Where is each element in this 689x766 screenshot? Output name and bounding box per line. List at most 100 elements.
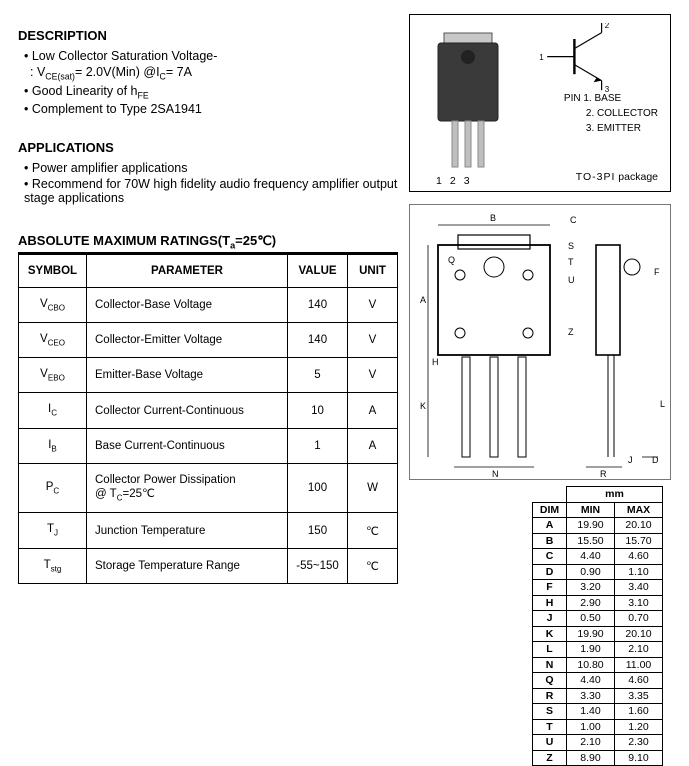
- ratings-unit: V: [348, 322, 398, 357]
- dim-max: 3.10: [615, 595, 663, 611]
- dim-letter: D: [533, 564, 567, 580]
- ratings-unit: V: [348, 358, 398, 393]
- dim-letter: S: [533, 704, 567, 720]
- ratings-unit: A: [348, 428, 398, 463]
- dim-max: 1.10: [615, 564, 663, 580]
- applications-heading: APPLICATIONS: [18, 140, 398, 155]
- dim-row: U2.102.30: [533, 735, 663, 751]
- ratings-row: PCCollector Power Dissipation@ TC=25℃100…: [19, 464, 398, 513]
- ratings-symbol: TJ: [19, 513, 87, 548]
- dim-min: 19.90: [567, 518, 615, 534]
- app-bullet-2: Recommend for 70W high fidelity audio fr…: [24, 177, 398, 205]
- ratings-value: 150: [288, 513, 348, 548]
- ratings-row: VCBOCollector-Base Voltage140V: [19, 287, 398, 322]
- desc-sub1: CE(sat): [45, 72, 75, 82]
- dim-row: R3.303.35: [533, 688, 663, 704]
- dim-max: 1.20: [615, 719, 663, 735]
- pin2-n: 2.: [586, 108, 594, 119]
- ratings-symbol: IB: [19, 428, 87, 463]
- svg-text:U: U: [568, 275, 575, 285]
- pin-label: PIN: [564, 93, 581, 104]
- ratings-symbol: PC: [19, 464, 87, 513]
- ratings-param: Junction Temperature: [87, 513, 288, 548]
- dim-row: K19.9020.10: [533, 626, 663, 642]
- dim-letter: T: [533, 719, 567, 735]
- dim-min: 1.00: [567, 719, 615, 735]
- ratings-value: 140: [288, 287, 348, 322]
- ratings-symbol: IC: [19, 393, 87, 428]
- header-symbol: SYMBOL: [19, 254, 87, 287]
- ratings-row: VCEOCollector-Emitter Voltage140V: [19, 322, 398, 357]
- svg-text:C: C: [570, 215, 577, 225]
- svg-text:H: H: [432, 357, 439, 367]
- svg-text:K: K: [420, 401, 426, 411]
- dim-min: 4.40: [567, 549, 615, 565]
- ratings-row: IBBase Current-Continuous1A: [19, 428, 398, 463]
- dim-letter: Z: [533, 750, 567, 766]
- ratings-unit: A: [348, 393, 398, 428]
- ratings-symbol: VCEO: [19, 322, 87, 357]
- dim-letter: L: [533, 642, 567, 658]
- pin1-n: 1.: [583, 93, 591, 104]
- dim-max: 15.70: [615, 533, 663, 549]
- ratings-param: Collector-Emitter Voltage: [87, 322, 288, 357]
- svg-text:F: F: [654, 267, 660, 277]
- ratings-symbol: Tstg: [19, 548, 87, 583]
- dim-min: 4.40: [567, 673, 615, 689]
- desc-sub-suffix: = 7A: [166, 65, 192, 79]
- mech-drawing-icon: B A K N Q H C S T U Z F J R D L: [410, 205, 670, 479]
- dim-min: 2.90: [567, 595, 615, 611]
- ratings-unit: ℃: [348, 548, 398, 583]
- ratings-table: SYMBOL PARAMETER VALUE UNIT VCBOCollecto…: [18, 254, 398, 584]
- dim-letter: A: [533, 518, 567, 534]
- ratings-unit: W: [348, 464, 398, 513]
- max-head: MAX: [615, 502, 663, 518]
- svg-text:2: 2: [605, 23, 610, 30]
- dim-max: 2.10: [615, 642, 663, 658]
- svg-text:S: S: [568, 241, 574, 251]
- dim-row: T1.001.20: [533, 719, 663, 735]
- dim-min: 3.30: [567, 688, 615, 704]
- dim-row: F3.203.40: [533, 580, 663, 596]
- dim-row: L1.902.10: [533, 642, 663, 658]
- lead-3: 3: [464, 175, 478, 187]
- lead-2: 2: [450, 175, 464, 187]
- desc-sub-prefix: : V: [30, 65, 45, 79]
- ratings-unit: ℃: [348, 513, 398, 548]
- dim-row: B15.5015.70: [533, 533, 663, 549]
- dim-max: 20.10: [615, 626, 663, 642]
- header-unit: UNIT: [348, 254, 398, 287]
- dim-max: 3.40: [615, 580, 663, 596]
- desc-subline: : VCE(sat)= 2.0V(Min) @IC= 7A: [18, 65, 398, 82]
- package-icon: [422, 27, 514, 175]
- ratings-param: Storage Temperature Range: [87, 548, 288, 583]
- dim-letter: Q: [533, 673, 567, 689]
- svg-text:Z: Z: [568, 327, 574, 337]
- pin1-name: BASE: [595, 93, 622, 104]
- svg-text:N: N: [492, 469, 499, 479]
- dimension-table: mm DIM MIN MAX A19.9020.10B15.5015.70C4.…: [532, 486, 663, 766]
- ratings-param: Collector Current-Continuous: [87, 393, 288, 428]
- ratings-value: 10: [288, 393, 348, 428]
- lead-numbers: 123: [436, 175, 478, 187]
- svg-text:J: J: [628, 455, 633, 465]
- dim-min: 19.90: [567, 626, 615, 642]
- ratings-param: Collector Power Dissipation@ TC=25℃: [87, 464, 288, 513]
- dim-blank: [533, 487, 567, 503]
- dim-max: 4.60: [615, 673, 663, 689]
- ratings-head-prefix: ABSOLUTE MAXIMUM RATINGS(T: [18, 233, 230, 248]
- desc-bullet-3: Complement to Type 2SA1941: [24, 102, 398, 116]
- ratings-head-suffix: =25℃): [235, 233, 276, 248]
- dim-letter: K: [533, 626, 567, 642]
- transistor-symbol-icon: 1 2 3: [522, 23, 662, 95]
- dim-max: 3.35: [615, 688, 663, 704]
- svg-text:B: B: [490, 213, 496, 223]
- dim-max: 4.60: [615, 549, 663, 565]
- lead-1: 1: [436, 175, 450, 187]
- mechanical-drawing: B A K N Q H C S T U Z F J R D L: [409, 204, 671, 480]
- dim-letter: C: [533, 549, 567, 565]
- dim-min: 2.10: [567, 735, 615, 751]
- dim-min: 1.40: [567, 704, 615, 720]
- desc-bullet-1: Low Collector Saturation Voltage-: [24, 49, 398, 63]
- header-value: VALUE: [288, 254, 348, 287]
